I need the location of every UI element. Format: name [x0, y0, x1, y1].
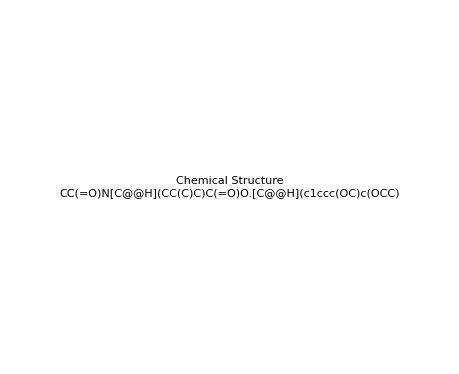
Text: Chemical Structure
CC(=O)N[C@@H](CC(C)C)C(=O)O.[C@@H](c1ccc(OC)c(OCC): Chemical Structure CC(=O)N[C@@H](CC(C)C)… — [60, 176, 399, 198]
